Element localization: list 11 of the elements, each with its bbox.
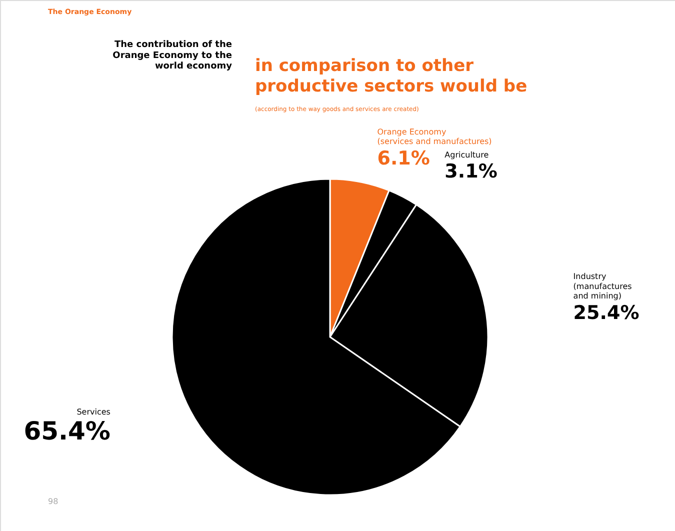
data-label: 3.1% <box>444 160 498 183</box>
chart-title: The contribution of the Orange Economy to the world economy <box>112 40 232 72</box>
chart-subtitle: in comparison to other productive sectors would be <box>255 56 528 96</box>
slice-label: Industry (manufactures and mining) <box>573 272 632 300</box>
slice-label: Orange Economy (services and manufactures) <box>377 127 492 146</box>
data-label: 25.4% <box>573 302 640 324</box>
data-label: 65.4% <box>24 416 110 446</box>
slice-label: Agriculture <box>444 150 489 160</box>
text: 98 <box>48 497 58 506</box>
slice-label: Services <box>76 407 110 416</box>
data-label: 6.1% <box>377 147 430 170</box>
